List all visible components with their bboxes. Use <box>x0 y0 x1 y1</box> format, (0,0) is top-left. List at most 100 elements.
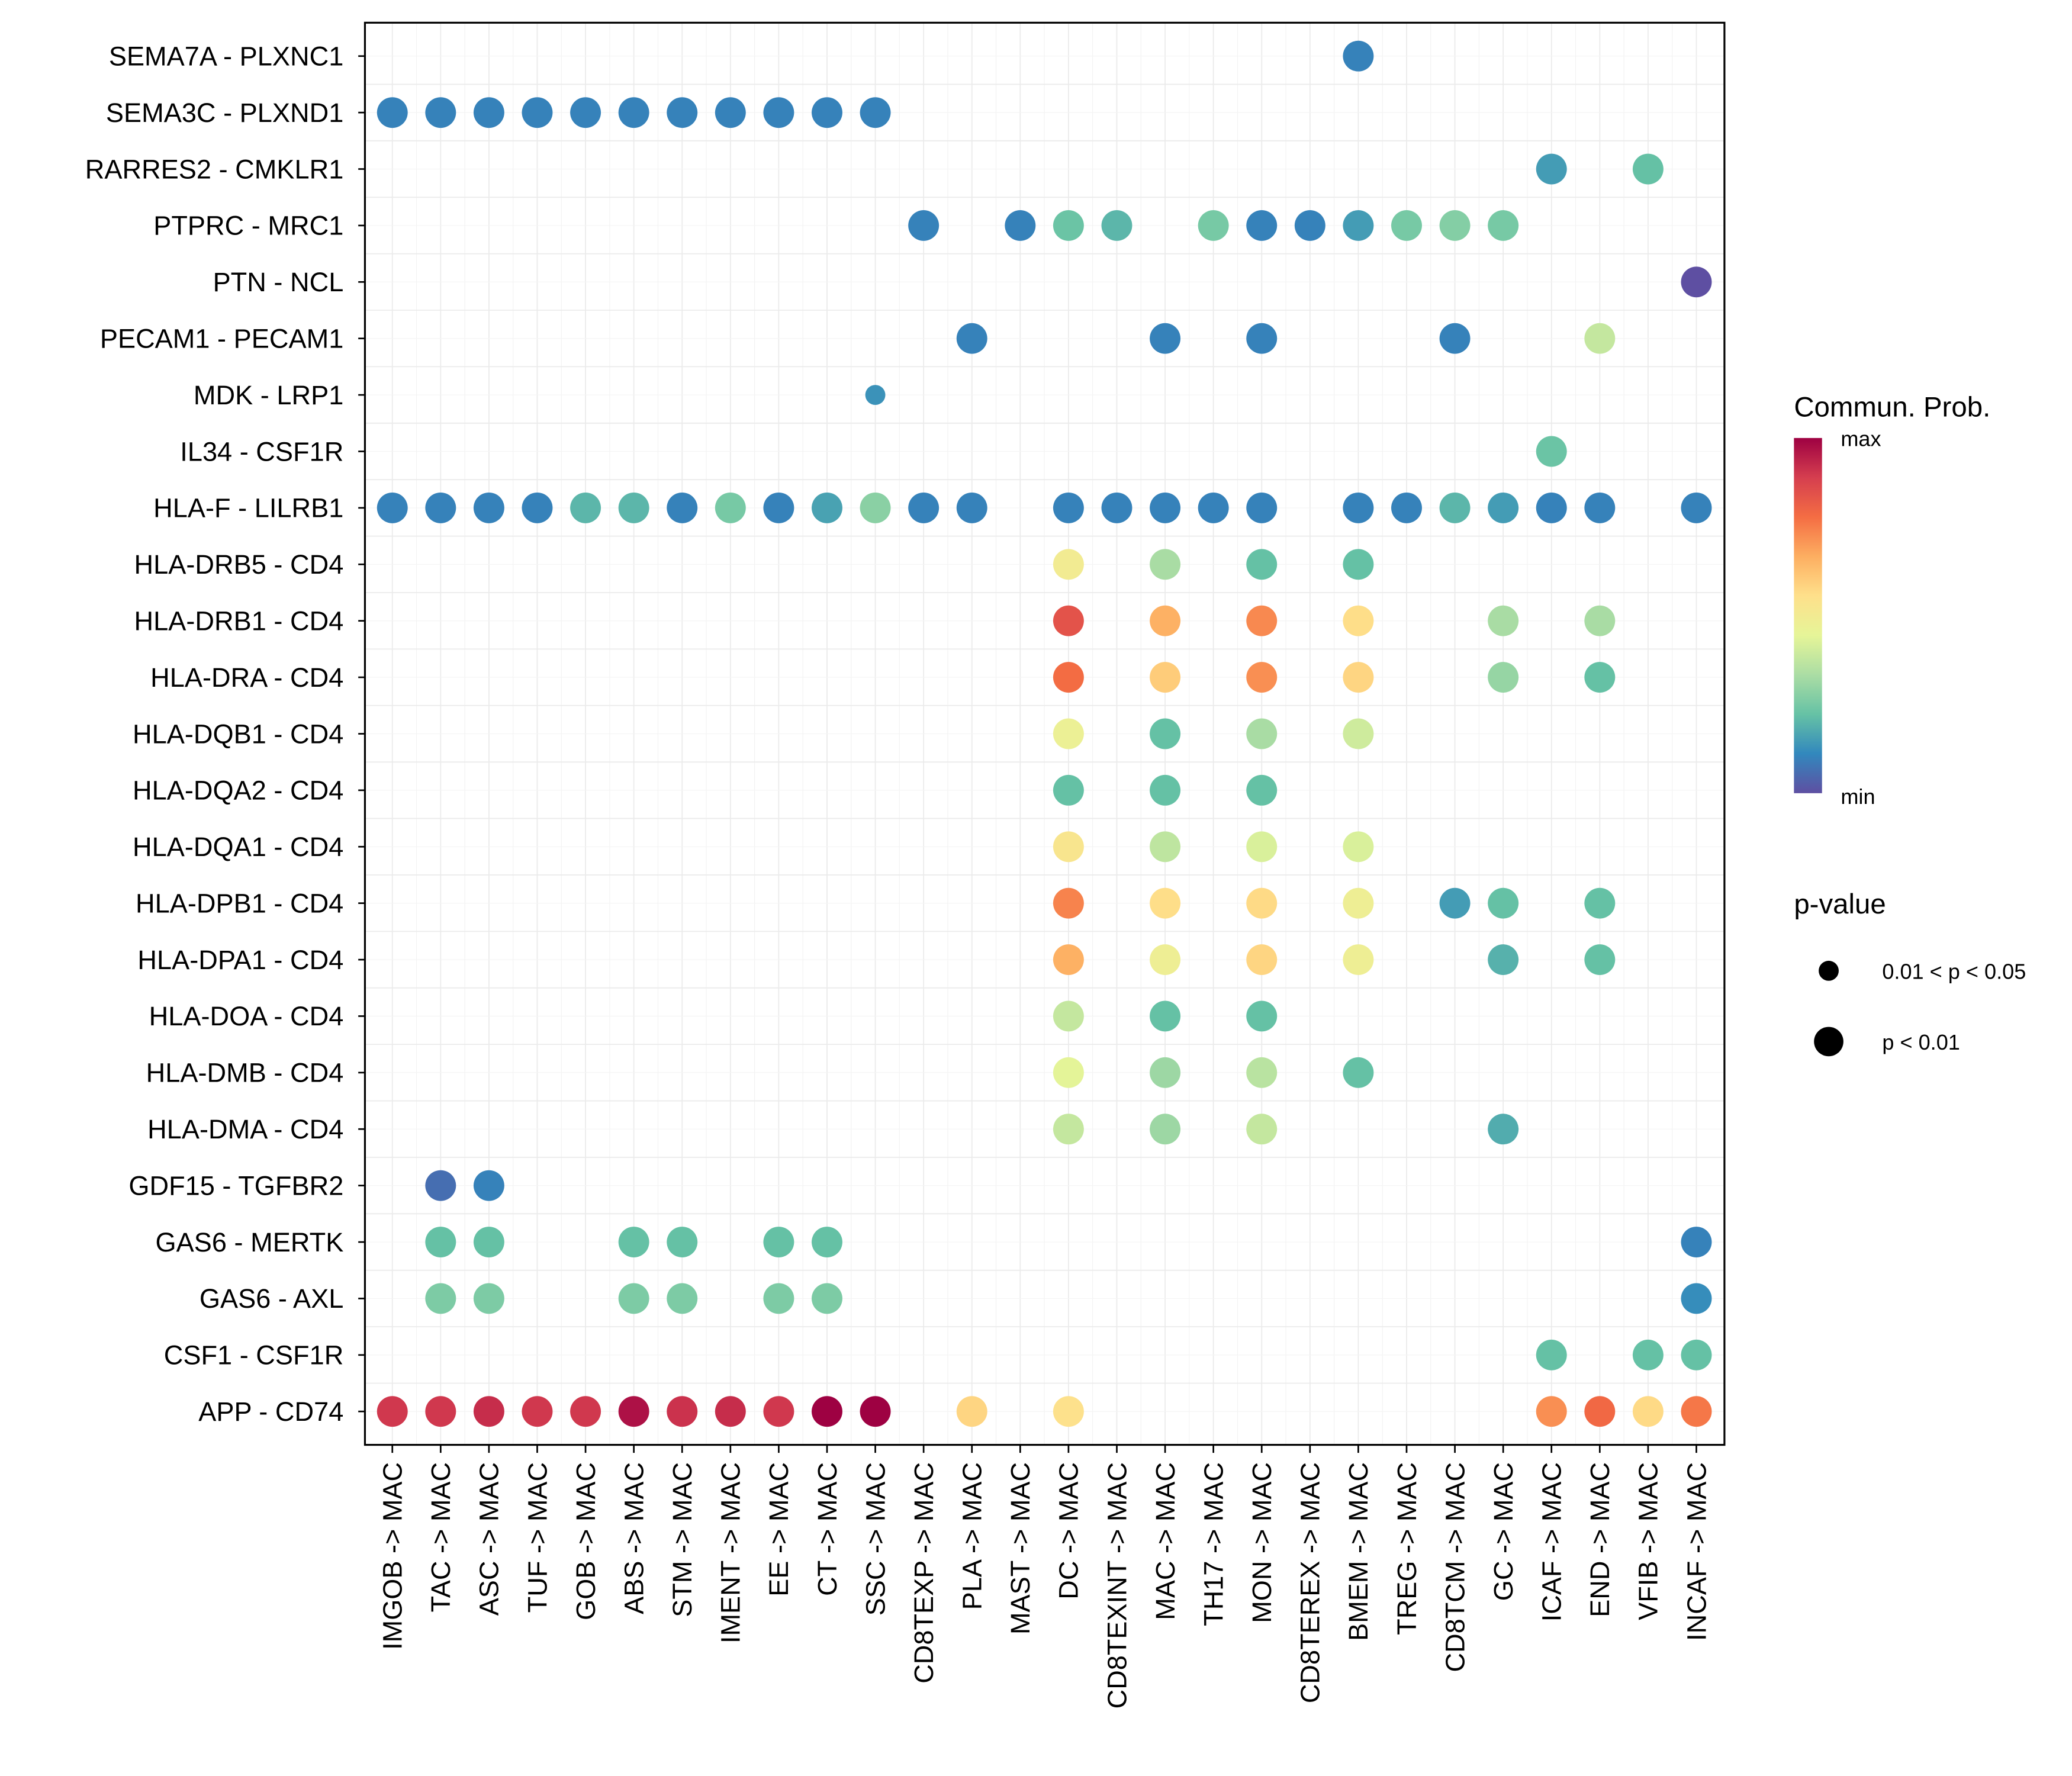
pvalue-legend-label-small: 0.01 < p < 0.05 <box>1882 959 2026 983</box>
color-legend-min-label: min <box>1841 784 1875 809</box>
data-point <box>1391 492 1422 523</box>
data-point <box>667 1227 698 1257</box>
y-tick-label: HLA-DRB5 - CD4 <box>134 549 344 580</box>
data-point <box>1343 210 1374 241</box>
y-tick-label: GDF15 - TGFBR2 <box>128 1170 343 1201</box>
grid-lines <box>365 22 1724 1445</box>
y-tick-label: SEMA3C - PLXND1 <box>106 98 343 128</box>
data-point <box>425 97 456 128</box>
y-tick-label: HLA-DRB1 - CD4 <box>134 606 344 636</box>
data-point <box>1150 549 1181 580</box>
data-point <box>1439 323 1471 354</box>
data-point <box>1391 210 1422 241</box>
y-tick-label: HLA-DOA - CD4 <box>149 1001 344 1031</box>
data-point <box>618 1283 649 1314</box>
data-point <box>1246 718 1278 749</box>
data-point <box>1488 210 1519 241</box>
data-point <box>908 210 940 241</box>
data-point <box>1246 662 1278 693</box>
data-point <box>763 492 794 523</box>
data-point <box>1150 887 1181 919</box>
data-point <box>1246 323 1278 354</box>
data-point <box>618 1396 649 1427</box>
x-tick-label: CT -> MAC <box>812 1462 842 1596</box>
y-tick-label: PECAM1 - PECAM1 <box>100 324 343 354</box>
data-point <box>1343 944 1374 975</box>
data-point <box>1101 210 1132 241</box>
data-point <box>1584 323 1616 354</box>
data-point <box>1150 1000 1181 1032</box>
data-point <box>1681 1339 1712 1370</box>
x-tick-label: IMENT -> MAC <box>716 1462 746 1643</box>
pvalue-legend-title: p-value <box>1794 889 1886 920</box>
data-point <box>1101 492 1132 523</box>
y-tick-label: RARRES2 - CMKLR1 <box>85 154 344 184</box>
y-tick-label: PTN - NCL <box>213 267 344 297</box>
data-point <box>1150 1114 1181 1145</box>
y-axis: SEMA7A - PLXNC1 SEMA3C - PLXND1 RARRES2 - … <box>85 41 365 1427</box>
data-point <box>1536 1339 1567 1370</box>
data-point <box>473 492 504 523</box>
data-point <box>1584 944 1616 975</box>
data-point <box>1439 210 1471 241</box>
color-legend-max-label: max <box>1841 426 1881 451</box>
data-point <box>860 1396 891 1427</box>
data-point <box>1198 492 1229 523</box>
x-axis: IMGOB -> MAC TAC -> MAC ASC -> MAC TUF -> M… <box>378 1444 1711 1709</box>
data-point <box>1246 887 1278 919</box>
data-point <box>1439 887 1471 919</box>
y-tick-label: HLA-DQB1 - CD4 <box>133 719 343 749</box>
x-tick-label: TH17 -> MAC <box>1198 1462 1228 1626</box>
data-point <box>1584 605 1616 636</box>
data-point <box>425 1227 456 1257</box>
data-point <box>1632 1396 1664 1427</box>
data-point <box>522 492 553 523</box>
color-legend: Commun. Prob. max min <box>1794 392 1990 809</box>
y-tick-label: HLA-DRA - CD4 <box>150 662 343 693</box>
data-point <box>425 1396 456 1427</box>
data-point <box>377 97 408 128</box>
data-points <box>377 40 1712 1427</box>
x-tick-label: CD8TEXP -> MAC <box>909 1462 939 1684</box>
data-point <box>1439 492 1471 523</box>
data-point <box>763 1396 794 1427</box>
data-point <box>1053 774 1084 806</box>
data-point <box>1246 1000 1278 1032</box>
data-point <box>812 492 842 523</box>
data-point <box>473 1283 504 1314</box>
data-point <box>377 1396 408 1427</box>
x-tick-label: ABS -> MAC <box>619 1462 649 1614</box>
data-point <box>377 492 408 523</box>
y-tick-label: HLA-DMB - CD4 <box>146 1058 344 1088</box>
data-point <box>1246 210 1278 241</box>
data-point <box>473 1170 504 1201</box>
x-tick-label: INCAF -> MAC <box>1681 1462 1711 1641</box>
data-point <box>763 97 794 128</box>
data-point <box>570 97 601 128</box>
data-point <box>956 323 987 354</box>
data-point <box>1246 944 1278 975</box>
x-tick-label: IMGOB -> MAC <box>378 1462 408 1650</box>
data-point <box>1343 887 1374 919</box>
x-tick-label: GC -> MAC <box>1488 1462 1518 1601</box>
x-tick-label: SSC -> MAC <box>860 1462 890 1616</box>
x-tick-label: TAC -> MAC <box>426 1462 456 1613</box>
x-tick-label: MON -> MAC <box>1247 1462 1277 1623</box>
data-point <box>1536 436 1567 467</box>
data-point <box>618 1227 649 1257</box>
data-point <box>1343 40 1374 72</box>
x-tick-label: VFIB -> MAC <box>1633 1462 1664 1620</box>
data-point <box>1343 492 1374 523</box>
data-point <box>812 1396 842 1427</box>
x-tick-label: ICAF -> MAC <box>1537 1462 1567 1621</box>
x-tick-label: ASC -> MAC <box>474 1462 504 1616</box>
data-point <box>667 492 698 523</box>
data-point <box>1488 662 1519 693</box>
data-point <box>1681 266 1712 298</box>
data-point <box>1150 662 1181 693</box>
x-tick-label: CD8TEXINT -> MAC <box>1102 1462 1132 1709</box>
y-tick-label: APP - CD74 <box>198 1397 343 1427</box>
data-point <box>715 492 746 523</box>
x-tick-label: CD8TEREX -> MAC <box>1295 1462 1325 1703</box>
data-point <box>1681 1396 1712 1427</box>
